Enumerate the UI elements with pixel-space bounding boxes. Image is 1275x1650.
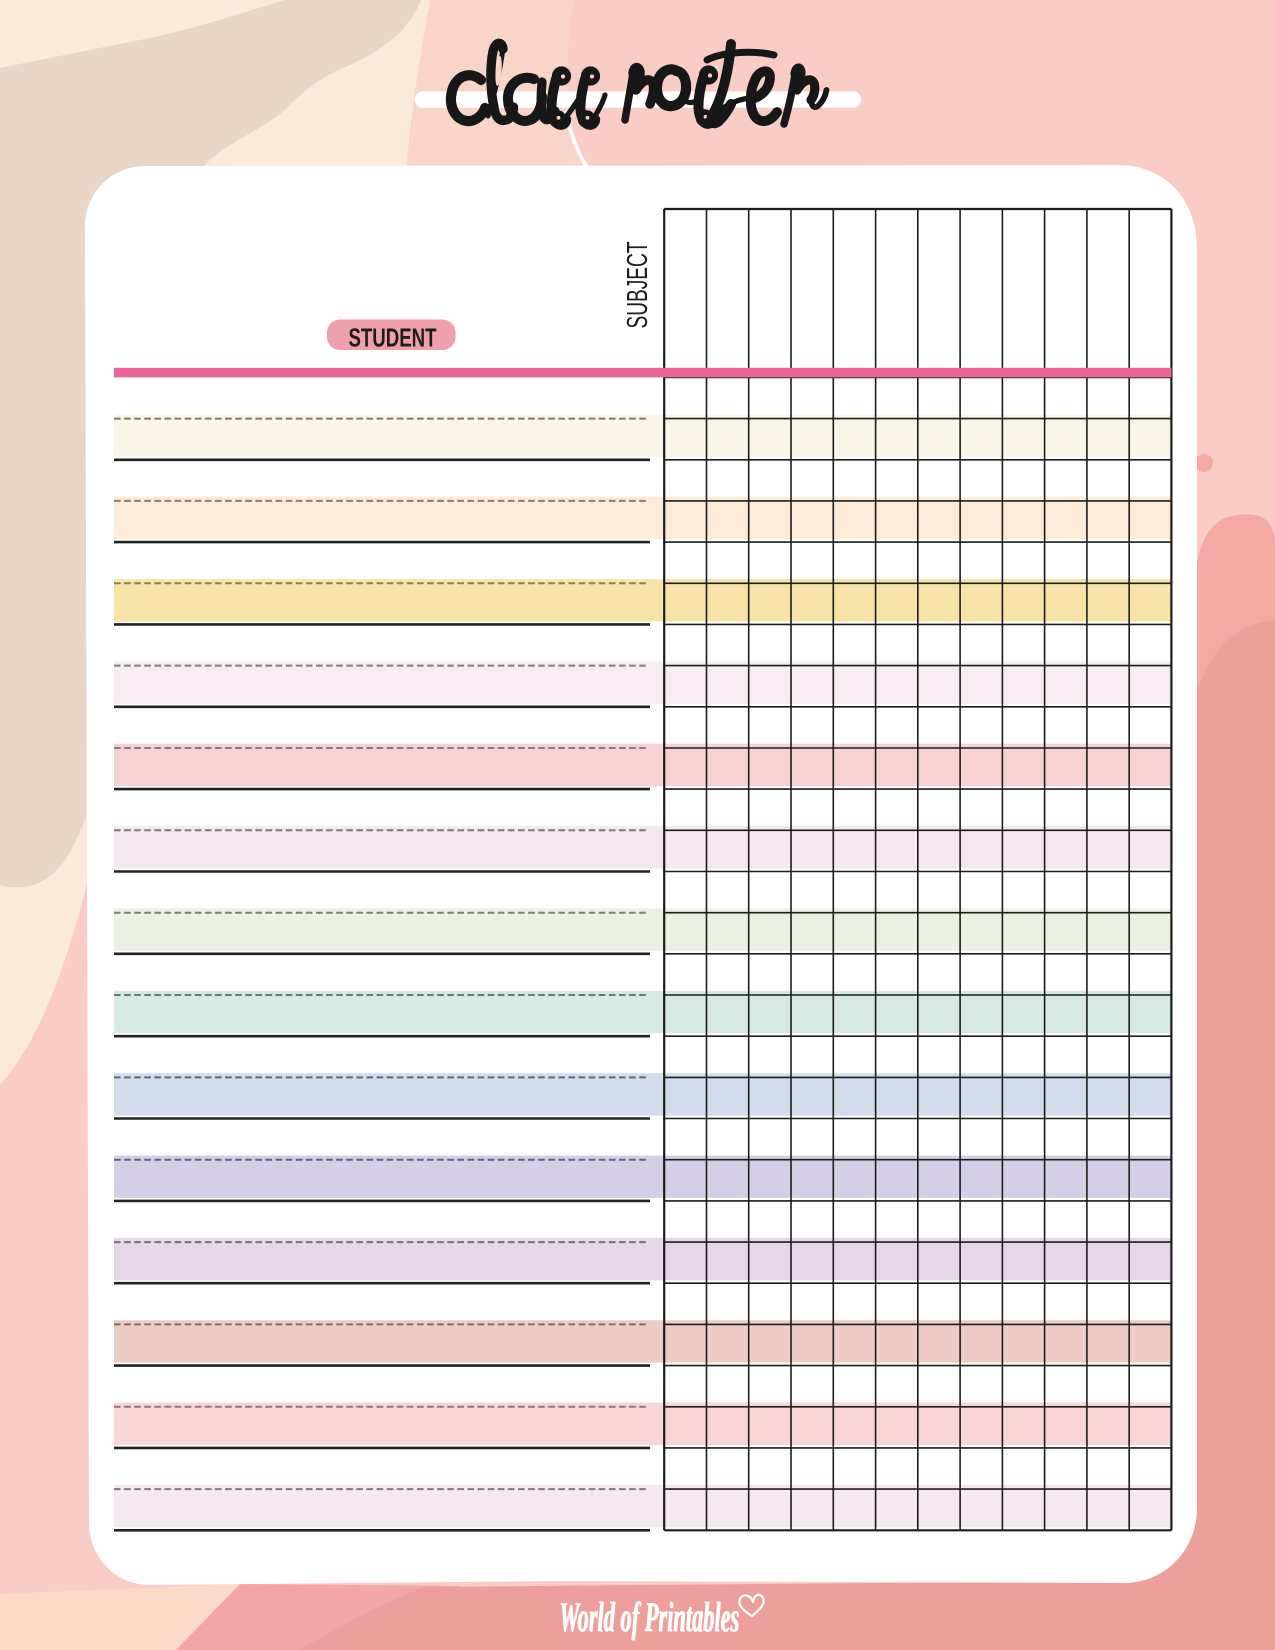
svg-text:World of Printables: World of Printables [560,1596,740,1642]
svg-text:SUBJECT: SUBJECT [622,242,654,329]
svg-text:World of Printables: World of Printables [559,1595,739,1641]
svg-text:STUDENT: STUDENT [349,325,437,353]
